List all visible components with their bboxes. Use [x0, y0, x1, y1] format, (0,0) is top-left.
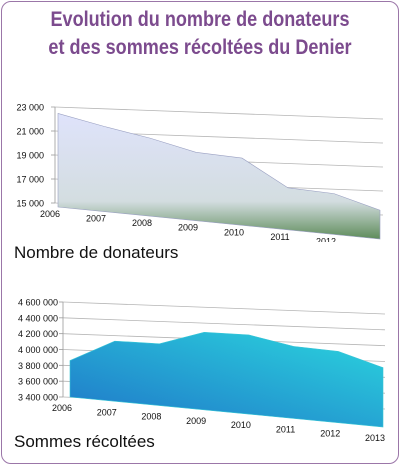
x-tick-label: 2009 [178, 223, 198, 233]
infographic-title: Evolution du nombre de donateurs et des … [30, 6, 371, 62]
area-front-face [69, 331, 384, 428]
y-tick-label: 3 600 000 [18, 377, 58, 387]
x-tick-label: 2011 [276, 424, 295, 434]
x-tick-label: 2006 [52, 403, 72, 413]
amounts-area-chart: 3 400 000 3 600 000 3 800 000 4 000 000 4 20… [18, 298, 386, 444]
gridline [62, 317, 386, 331]
x-tick-label: 2008 [132, 218, 152, 228]
y-tick-label: 17 000 [16, 175, 44, 185]
gridline [62, 301, 386, 315]
area-front-face [57, 113, 381, 240]
y-tick-label: 4 000 000 [18, 345, 58, 355]
x-tick-label: 2008 [141, 412, 161, 422]
x-tick-label: 2011 [270, 232, 289, 242]
y-tick-label: 4 200 000 [18, 329, 58, 339]
y-tick-label: 19 000 [16, 151, 44, 161]
y-tick-label: 4 400 000 [18, 313, 58, 323]
x-tick-label: 2009 [186, 416, 206, 426]
title-line-1: Evolution du nombre de donateurs [50, 8, 350, 31]
title-line-2: et des sommes récoltées du Denier [48, 36, 352, 59]
y-tick-label: 15 000 [16, 199, 44, 209]
x-tick-label: 2010 [231, 420, 251, 430]
y-tick-label: 3 400 000 [18, 393, 58, 403]
x-tick-label: 2007 [97, 407, 117, 417]
y-tick-label: 4 600 000 [18, 298, 58, 308]
x-tick-label: 2010 [224, 227, 244, 237]
y-tick-label: 21 000 [16, 127, 44, 137]
x-tick-label: 2007 [86, 214, 106, 224]
x-tick-label: 2013 [362, 241, 382, 242]
gridline [54, 106, 384, 120]
donors-area-chart: 15 000 17 000 19 000 21 000 23 000 2006 2007 20… [16, 103, 384, 242]
donors-chart-caption: Nombre de donateurs [14, 243, 179, 262]
amounts-chart-caption: Sommes récoltées [14, 432, 155, 451]
x-tick-label: 2006 [40, 209, 60, 219]
y-tick-label: 23 000 [16, 103, 44, 113]
y-tick-label: 3 800 000 [18, 361, 58, 371]
x-tick-label: 2012 [316, 236, 336, 242]
x-tick-label: 2012 [320, 429, 340, 439]
x-tick-label: 2013 [365, 433, 385, 443]
